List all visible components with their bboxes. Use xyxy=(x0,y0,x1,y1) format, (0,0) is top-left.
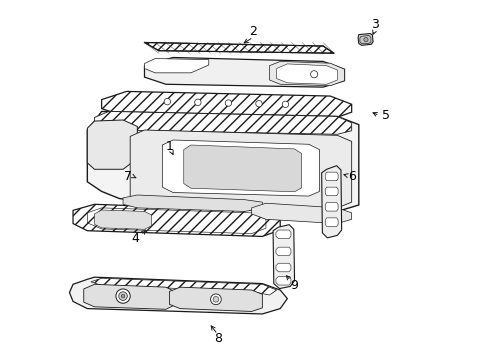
Polygon shape xyxy=(144,59,208,73)
Polygon shape xyxy=(169,287,262,311)
Polygon shape xyxy=(275,247,290,256)
Circle shape xyxy=(213,296,218,302)
Polygon shape xyxy=(275,263,290,272)
Text: 2: 2 xyxy=(249,25,257,38)
Circle shape xyxy=(194,99,201,105)
Polygon shape xyxy=(325,172,337,181)
Polygon shape xyxy=(102,91,351,118)
Polygon shape xyxy=(325,203,337,211)
Text: 7: 7 xyxy=(124,170,132,183)
Circle shape xyxy=(282,101,288,108)
Polygon shape xyxy=(275,276,290,285)
Polygon shape xyxy=(130,130,351,208)
Polygon shape xyxy=(94,210,151,229)
Circle shape xyxy=(210,294,221,305)
Polygon shape xyxy=(123,195,262,211)
Text: 8: 8 xyxy=(213,333,221,346)
Polygon shape xyxy=(275,230,290,239)
Polygon shape xyxy=(91,278,276,295)
Circle shape xyxy=(164,98,170,105)
Text: 4: 4 xyxy=(131,233,139,246)
Polygon shape xyxy=(276,64,337,84)
Circle shape xyxy=(119,292,127,300)
Circle shape xyxy=(116,289,130,303)
Polygon shape xyxy=(321,166,341,238)
Circle shape xyxy=(225,100,231,106)
Polygon shape xyxy=(269,62,344,86)
Text: 3: 3 xyxy=(370,18,378,31)
Circle shape xyxy=(310,71,317,78)
Polygon shape xyxy=(73,204,280,237)
Polygon shape xyxy=(357,33,372,45)
Polygon shape xyxy=(87,111,358,213)
Polygon shape xyxy=(325,187,337,196)
Polygon shape xyxy=(69,277,287,314)
Text: 5: 5 xyxy=(381,109,389,122)
Polygon shape xyxy=(325,218,337,226)
Circle shape xyxy=(255,100,262,107)
Polygon shape xyxy=(359,35,370,44)
Polygon shape xyxy=(162,140,319,196)
Text: 9: 9 xyxy=(290,279,298,292)
Text: 1: 1 xyxy=(165,140,173,153)
Polygon shape xyxy=(94,111,351,134)
Polygon shape xyxy=(83,284,173,309)
Polygon shape xyxy=(272,225,294,289)
Polygon shape xyxy=(144,58,344,87)
Circle shape xyxy=(121,294,124,298)
Text: 6: 6 xyxy=(347,170,355,183)
Circle shape xyxy=(363,37,367,42)
Polygon shape xyxy=(183,145,301,192)
Polygon shape xyxy=(251,203,351,224)
Polygon shape xyxy=(87,120,137,169)
Polygon shape xyxy=(144,42,333,53)
